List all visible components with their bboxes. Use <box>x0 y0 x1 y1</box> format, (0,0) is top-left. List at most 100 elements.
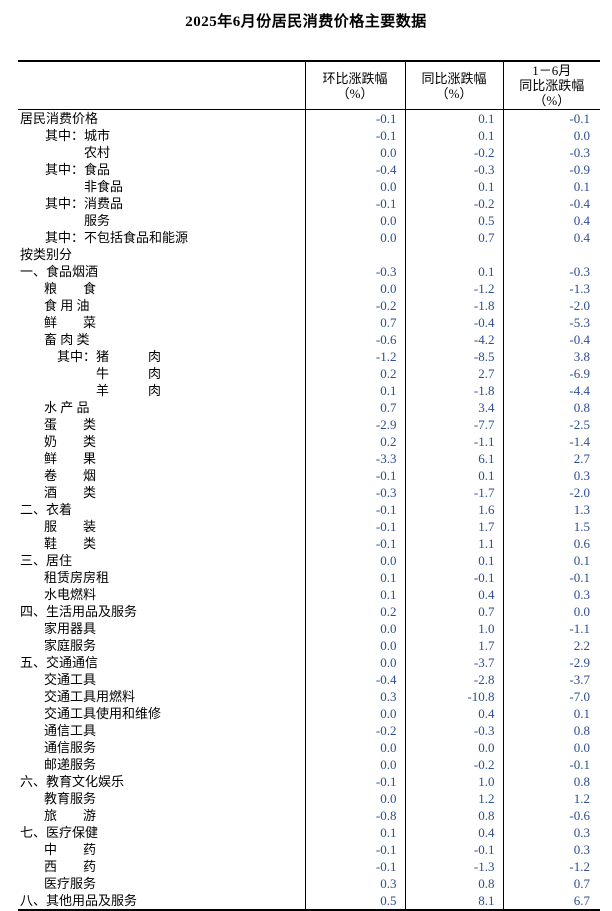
row-label: 一、食品烟酒 <box>20 264 99 279</box>
ytd-value: -0.3 <box>502 263 600 280</box>
table-row: 其中：不包括食品和能源 0.0 0.7 0.4 <box>18 229 600 246</box>
ytd-value: -0.4 <box>502 331 600 348</box>
row-label: 租赁房房租 <box>44 570 110 585</box>
row-label: 七、医疗保健 <box>20 825 99 840</box>
row-label: 其中：消费品 <box>45 196 124 211</box>
yoy-value: -0.4 <box>404 314 503 331</box>
yoy-value: -0.3 <box>404 722 503 739</box>
row-label: 农村 <box>84 145 111 160</box>
yoy-value: 0.5 <box>404 212 503 229</box>
table-row: 服 装 -0.1 1.7 1.5 <box>18 518 600 535</box>
table-row: 酒 类 -0.3 -1.7 -2.0 <box>18 484 600 501</box>
row-label: 奶 类 <box>44 434 97 449</box>
row-label: 卷 烟 <box>44 468 97 483</box>
row-label: 交通工具 <box>44 672 97 687</box>
ytd-value: 2.2 <box>502 637 600 654</box>
mom-value: 0.0 <box>304 280 405 297</box>
table-row: 通信工具 -0.2 -0.3 0.8 <box>18 722 600 739</box>
table-row: 服务 0.0 0.5 0.4 <box>18 212 600 229</box>
yoy-value: 0.0 <box>404 739 503 756</box>
table-row: 其中：消费品 -0.1 -0.2 -0.4 <box>18 195 600 212</box>
yoy-value: 0.1 <box>404 178 503 195</box>
ytd-value: 1.3 <box>502 501 600 518</box>
table-row: 非食品 0.0 0.1 0.1 <box>18 178 600 195</box>
table-row: 交通工具 -0.4 -2.8 -3.7 <box>18 671 600 688</box>
header-mom-change: 环比涨跌幅 （%） <box>304 61 405 110</box>
yoy-value: -1.2 <box>404 280 503 297</box>
yoy-value: 8.1 <box>404 892 503 910</box>
mom-value: 0.0 <box>304 212 405 229</box>
ytd-value: -6.9 <box>502 365 600 382</box>
mom-value: 0.0 <box>304 178 405 195</box>
yoy-value: 0.1 <box>404 552 503 569</box>
yoy-value: 2.7 <box>404 365 503 382</box>
mom-value: -0.2 <box>304 297 405 314</box>
ytd-value: 0.4 <box>502 229 600 246</box>
row-label: 通信工具 <box>44 723 97 738</box>
ytd-value: -2.9 <box>502 654 600 671</box>
ytd-value: 0.0 <box>502 127 600 144</box>
mom-value: -0.1 <box>304 501 405 518</box>
mom-value: 0.2 <box>304 433 405 450</box>
table-row: 其中：城市 -0.1 0.1 0.0 <box>18 127 600 144</box>
mom-value: 0.0 <box>304 144 405 161</box>
ytd-value: 0.7 <box>502 875 600 892</box>
row-label: 按类别分 <box>20 247 73 262</box>
mom-value: -0.1 <box>304 518 405 535</box>
row-label: 八、其他用品及服务 <box>20 893 138 908</box>
ytd-value: 0.1 <box>502 178 600 195</box>
yoy-value <box>404 246 503 263</box>
row-label: 邮递服务 <box>44 757 97 772</box>
row-label: 其中：城市 <box>45 128 111 143</box>
row-label: 酒 类 <box>44 485 97 500</box>
yoy-value: -1.8 <box>404 382 503 399</box>
ytd-value: -7.0 <box>502 688 600 705</box>
mom-value: 0.1 <box>304 569 405 586</box>
row-label: 鲜 菜 <box>44 315 97 330</box>
mom-value: 0.0 <box>304 705 405 722</box>
yoy-value: 1.0 <box>404 620 503 637</box>
row-label: 鲜 果 <box>44 451 97 466</box>
ytd-value: 0.3 <box>502 841 600 858</box>
ytd-value <box>502 246 600 263</box>
mom-value: -0.8 <box>304 807 405 824</box>
ytd-value: 0.0 <box>502 739 600 756</box>
mom-value: -0.4 <box>304 671 405 688</box>
row-label: 五、交通通信 <box>20 655 99 670</box>
mom-value <box>304 246 405 263</box>
yoy-value: 0.4 <box>404 586 503 603</box>
ytd-value: -0.1 <box>502 756 600 773</box>
row-label: 其中：猪 肉 <box>57 349 162 364</box>
mom-value: 0.1 <box>304 824 405 841</box>
page-title: 2025年6月份居民消费价格主要数据 <box>185 14 427 30</box>
yoy-value: -0.2 <box>404 756 503 773</box>
mom-value: -3.3 <box>304 450 405 467</box>
row-label: 四、生活用品及服务 <box>20 604 138 619</box>
mom-value: -0.1 <box>304 841 405 858</box>
ytd-value: -0.1 <box>502 109 600 127</box>
table-row: 蛋 类 -2.9 -7.7 -2.5 <box>18 416 600 433</box>
row-label: 牛 肉 <box>96 366 162 381</box>
table-row: 三、居住 0.0 0.1 0.1 <box>18 552 600 569</box>
table-row: 七、医疗保健 0.1 0.4 0.3 <box>18 824 600 841</box>
mom-value: 0.0 <box>304 739 405 756</box>
table-row: 通信服务 0.0 0.0 0.0 <box>18 739 600 756</box>
mom-value: 0.3 <box>304 875 405 892</box>
yoy-value: 1.7 <box>404 518 503 535</box>
yoy-value: -3.7 <box>404 654 503 671</box>
yoy-value: 6.1 <box>404 450 503 467</box>
table-row: 二、衣着 -0.1 1.6 1.3 <box>18 501 600 518</box>
ytd-value: -1.2 <box>502 858 600 875</box>
ytd-value: 1.5 <box>502 518 600 535</box>
table-row: 粮 食 0.0 -1.2 -1.3 <box>18 280 600 297</box>
row-label: 二、衣着 <box>20 502 73 517</box>
row-label: 家用器具 <box>44 621 97 636</box>
table-row: 家用器具 0.0 1.0 -1.1 <box>18 620 600 637</box>
yoy-value: -10.8 <box>404 688 503 705</box>
yoy-value: 0.1 <box>404 467 503 484</box>
mom-value: -0.1 <box>304 109 405 127</box>
table-row: 奶 类 0.2 -1.1 -1.4 <box>18 433 600 450</box>
row-label: 通信服务 <box>44 740 97 755</box>
yoy-value: -1.3 <box>404 858 503 875</box>
ytd-value: -1.3 <box>502 280 600 297</box>
